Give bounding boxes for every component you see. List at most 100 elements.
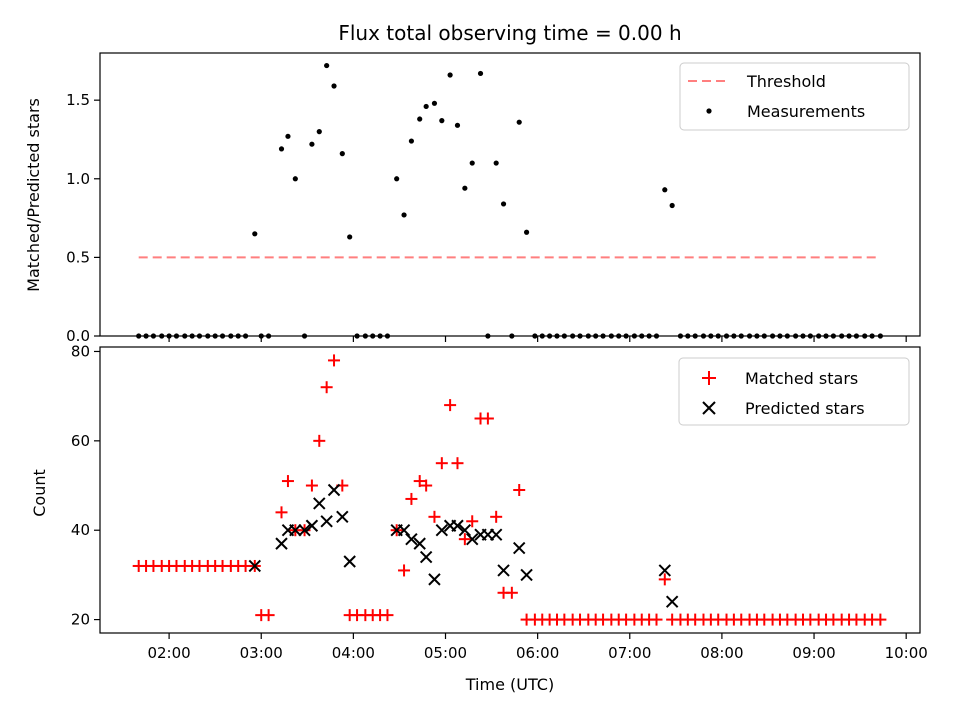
matched-star-point: [458, 533, 471, 546]
predicted-star-points: [248, 483, 679, 608]
bottom-y-ticks: 20 40 60 80: [71, 342, 100, 629]
predicted-star-point: [435, 524, 449, 537]
x-tick-label: 07:00: [608, 644, 651, 662]
predicted-star-point: [275, 537, 288, 550]
legend-predicted-swatch: [702, 401, 716, 415]
matched-star-point: [262, 609, 275, 622]
predicted-star-point: [428, 573, 441, 586]
matched-star-point: [435, 457, 448, 470]
predicted-star-point: [451, 519, 464, 532]
predicted-star-point: [419, 550, 433, 564]
matched-star-point: [650, 613, 663, 626]
predicted-star-point: [289, 524, 302, 537]
measurement-point: [469, 160, 475, 166]
bottom-y-tick-label: 80: [71, 342, 90, 360]
top-panel: 0.0 0.5 1.0 1.5 Matched/Predicted stars Thr…: [24, 52, 921, 345]
matched-star-point: [320, 381, 333, 394]
top-y-tick-label: 0.5: [66, 248, 90, 266]
measurement-point: [331, 83, 337, 89]
bottom-legend: Matched stars Predicted stars: [678, 357, 910, 426]
top-y-tick-label: 0.0: [66, 327, 90, 345]
predicted-star-point: [320, 515, 333, 528]
legend-matched-label: Matched stars: [745, 369, 858, 388]
measurement-point: [500, 201, 507, 207]
measurement-point: [324, 62, 330, 69]
matched-star-point: [328, 354, 341, 367]
predicted-star-point: [305, 519, 319, 532]
predicted-star-point: [665, 595, 679, 608]
legend-threshold-label: Threshold: [746, 72, 826, 91]
predicted-star-point: [343, 555, 356, 568]
matched-star-point: [451, 457, 464, 470]
top-axes-frame: [99, 52, 921, 337]
measurement-point: [292, 176, 298, 182]
measurement-point: [516, 119, 522, 125]
x-tick-label: 05:00: [424, 644, 467, 662]
x-tick-label: 03:00: [240, 644, 283, 662]
measurement-point: [662, 187, 668, 193]
bottom-y-tick-label: 20: [71, 611, 90, 629]
x-tick-label: 10:00: [885, 644, 928, 662]
matched-star-point: [305, 479, 318, 492]
matched-star-point: [313, 434, 326, 447]
top-y-ticks: 0.0 0.5 1.0 1.5: [66, 91, 100, 345]
top-y-tick-label: 1.5: [66, 91, 90, 109]
measurement-point: [316, 129, 322, 135]
matched-star-point: [381, 609, 394, 622]
matched-star-point: [444, 399, 457, 412]
measurement-point: [309, 141, 315, 147]
measurement-point: [347, 234, 353, 240]
predicted-star-point: [458, 524, 472, 537]
predicted-star-point: [298, 524, 311, 537]
matched-star-point: [428, 510, 441, 523]
x-tick-label: 09:00: [792, 644, 835, 662]
measurement-point: [285, 133, 291, 139]
matched-star-point: [513, 484, 526, 496]
measurement-point: [417, 116, 423, 122]
measurement-point: [408, 138, 415, 144]
matched-star-point: [405, 492, 418, 505]
predicted-star-point: [520, 568, 533, 582]
x-axis-label: Time (UTC): [465, 675, 554, 694]
predicted-star-point: [466, 532, 479, 546]
chart-title: Flux total observing time = 0.00 h: [338, 21, 681, 45]
predicted-star-point: [248, 559, 261, 573]
predicted-star-point: [658, 564, 671, 577]
predicted-star-point: [336, 510, 349, 524]
predicted-star-point: [397, 524, 411, 537]
matched-star-point: [398, 564, 411, 577]
matched-star-points: [132, 354, 887, 626]
measurement-point: [477, 70, 484, 77]
predicted-star-point: [497, 564, 510, 577]
legend-measurements-label: Measurements: [747, 102, 865, 121]
top-legend: Threshold Measurements: [679, 62, 910, 131]
measurement-point: [523, 229, 530, 235]
predicted-star-point: [313, 497, 326, 510]
top-y-tick-label: 1.0: [66, 170, 90, 188]
predicted-star-point: [513, 541, 526, 555]
measurement-point: [447, 72, 453, 78]
measurement-point: [423, 103, 429, 110]
matched-star-point: [874, 613, 887, 626]
measurement-point: [401, 212, 407, 218]
predicted-star-point: [405, 532, 418, 546]
measurement-point: [462, 185, 468, 191]
matched-star-point: [413, 475, 426, 488]
measurement-point: [493, 160, 499, 166]
bottom-y-axis-label: Count: [30, 469, 49, 517]
bottom-y-tick-label: 60: [71, 432, 90, 450]
bottom-axes-frame: [99, 346, 921, 634]
x-tick-label: 04:00: [332, 644, 375, 662]
measurement-point: [394, 176, 400, 182]
measurement-point: [339, 151, 345, 157]
predicted-star-point: [413, 537, 426, 550]
matched-star-point: [466, 515, 479, 528]
matched-star-point: [658, 573, 671, 586]
measurement-point: [431, 100, 438, 106]
measurement-point: [278, 146, 285, 152]
x-tick-label: 08:00: [700, 644, 743, 662]
matched-star-point: [505, 586, 518, 599]
bottom-y-tick-label: 40: [71, 521, 90, 539]
predicted-star-point: [327, 483, 341, 497]
